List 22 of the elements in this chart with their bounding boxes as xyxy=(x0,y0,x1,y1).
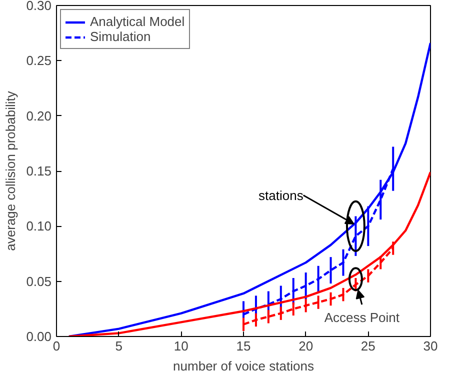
y-tick-label: 0.30 xyxy=(26,0,52,13)
x-axis-title: number of voice stations xyxy=(173,358,314,374)
x-tick-label: 15 xyxy=(236,338,251,354)
y-tick-label: 0.05 xyxy=(26,274,52,289)
y-axis-title: average collision probability xyxy=(3,90,18,251)
x-tick-label: 0 xyxy=(52,338,60,354)
legend-label: Analytical Model xyxy=(90,14,185,29)
y-tick-label: 0.15 xyxy=(26,164,52,178)
y-tick-label: 0.10 xyxy=(26,218,52,234)
x-tick-label: 30 xyxy=(423,338,438,354)
x-tick-label: 25 xyxy=(360,338,376,354)
x-tick-label: 20 xyxy=(298,338,314,354)
line-series xyxy=(68,42,430,336)
y-tick-label: 0.20 xyxy=(26,108,52,124)
y-tick-label: 0.00 xyxy=(26,329,52,344)
x-tick-label: 10 xyxy=(174,338,188,354)
line-series xyxy=(68,171,430,336)
annotation: stations xyxy=(258,188,304,203)
legend-label: Simulation xyxy=(90,29,151,44)
x-tick-label: 5 xyxy=(115,338,122,354)
y-tick-label: 0.25 xyxy=(26,53,52,68)
annotation: Access Point xyxy=(324,310,400,326)
